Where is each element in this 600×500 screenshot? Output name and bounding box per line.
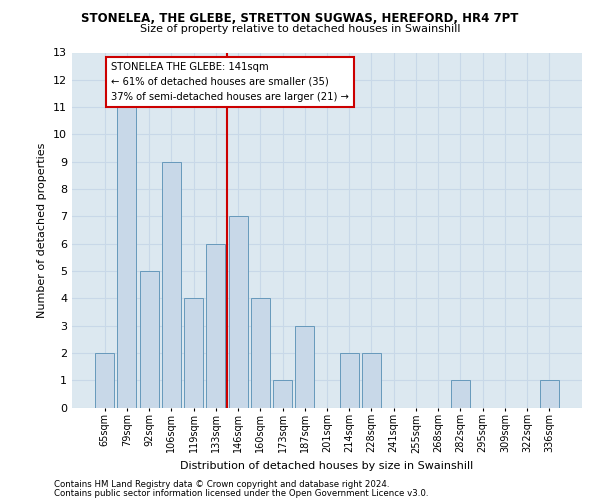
Bar <box>295 326 314 407</box>
Text: STONELEA, THE GLEBE, STRETTON SUGWAS, HEREFORD, HR4 7PT: STONELEA, THE GLEBE, STRETTON SUGWAS, HE… <box>82 12 518 26</box>
Text: Size of property relative to detached houses in Swainshill: Size of property relative to detached ho… <box>140 24 460 34</box>
Bar <box>118 107 136 408</box>
Bar <box>451 380 470 407</box>
Bar <box>251 298 270 408</box>
Bar <box>362 353 381 408</box>
Y-axis label: Number of detached properties: Number of detached properties <box>37 142 47 318</box>
Bar <box>206 244 225 408</box>
Bar <box>184 298 203 408</box>
Text: Contains public sector information licensed under the Open Government Licence v3: Contains public sector information licen… <box>54 489 428 498</box>
Bar <box>140 271 158 407</box>
Bar <box>540 380 559 407</box>
Bar <box>273 380 292 407</box>
X-axis label: Distribution of detached houses by size in Swainshill: Distribution of detached houses by size … <box>181 461 473 471</box>
Bar <box>162 162 181 408</box>
Bar <box>340 353 359 408</box>
Text: Contains HM Land Registry data © Crown copyright and database right 2024.: Contains HM Land Registry data © Crown c… <box>54 480 389 489</box>
Bar <box>229 216 248 408</box>
Bar <box>95 353 114 408</box>
Text: STONELEA THE GLEBE: 141sqm
← 61% of detached houses are smaller (35)
37% of semi: STONELEA THE GLEBE: 141sqm ← 61% of deta… <box>112 62 349 102</box>
